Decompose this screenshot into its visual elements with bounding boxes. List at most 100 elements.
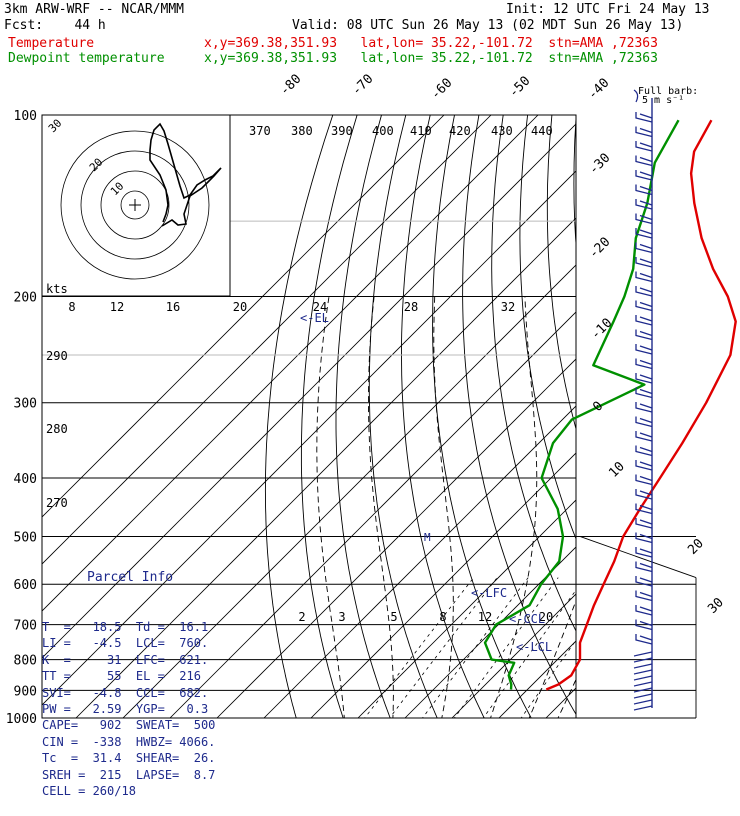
wind-barb: [639, 446, 653, 453]
wind-barb: [635, 344, 653, 355]
wind-barb: [635, 445, 653, 457]
wind-barb: [635, 199, 653, 210]
wind-barb: [639, 417, 653, 424]
dry-adiabat-line: [722, 115, 740, 731]
wind-barb: [635, 576, 653, 587]
wind-barb: [635, 518, 653, 529]
isotherm-extension: [579, 536, 697, 579]
wind-barb: [635, 228, 653, 239]
dewpoint-location-info: x,y=369.38,351.93 lat,lon= 35.22,-101.72…: [204, 51, 658, 66]
hodograph-ring: [60, 130, 210, 280]
dry-adiabat-line: [573, 115, 576, 250]
parcel-info-row: K = 31 LFC= 621.: [42, 652, 209, 667]
theta-label: 370: [249, 124, 271, 138]
temperature-axis-label: 10: [606, 459, 628, 481]
temperature-legend-label: Temperature: [8, 36, 95, 51]
isotherm-line: [42, 115, 445, 518]
wind-barb: [639, 504, 653, 511]
lcl-marker: <-LCL: [516, 640, 552, 654]
mixing-ratio-label: 3: [338, 610, 345, 624]
wind-legend-line2: 5 m s⁻¹: [642, 95, 684, 106]
wind-barb: [635, 184, 653, 196]
pressure-label: 300: [14, 397, 37, 412]
theta-label: 380: [291, 124, 313, 138]
dry-adiabat-line: [625, 115, 740, 731]
isotherm-line: [42, 115, 539, 612]
isotherm-line: [627, 102, 740, 731]
theta-label: 280: [46, 422, 68, 436]
temperature-axis-label: -70: [349, 72, 376, 99]
isotherm-line: [498, 640, 576, 718]
wind-barb: [635, 373, 653, 384]
isotherm-line: [42, 170, 576, 706]
wind-barb: [639, 374, 653, 380]
lfc-marker: <-LFC: [471, 586, 507, 600]
wind-legend-line1: Full barb:: [638, 86, 698, 97]
wind-barb: [635, 431, 653, 442]
wind-barb: [633, 687, 653, 693]
forecast-hour: Fcst: 44 h: [4, 18, 106, 33]
theta-label: 290: [46, 349, 68, 363]
hodograph-axis-tick: 28: [404, 300, 418, 314]
wind-barb: [635, 619, 653, 631]
isotherm-line: [216, 358, 576, 718]
wind-barb: [639, 127, 653, 134]
wind-barb: [639, 562, 653, 569]
dry-adiabat-line: [600, 115, 740, 731]
temperature-axis-label: -30: [586, 151, 613, 178]
wind-barb: [635, 286, 653, 297]
mixing-ratio-line: [482, 589, 576, 718]
wind-barb: [639, 475, 653, 482]
wind-barb: [635, 257, 653, 268]
wind-barb: [635, 503, 653, 515]
pressure-label: 1000: [6, 712, 37, 727]
wind-barb: [639, 258, 653, 264]
wind-barb: [639, 113, 653, 119]
mixing-ratio-label: 5: [390, 610, 397, 624]
dry-adiabat-line: [462, 115, 576, 716]
wind-barb: [639, 272, 653, 279]
wind-barb: [639, 591, 653, 598]
mixing-ratio-line: [364, 577, 475, 718]
parcel-info-row: T = 18.5 Td = 16.1: [42, 620, 209, 635]
wind-barb: [639, 330, 653, 337]
moist-adiabat-line: [316, 296, 345, 718]
isotherm-line: [263, 405, 576, 718]
hodograph-axis-tick: 16: [166, 300, 180, 314]
hodograph-ring: [80, 150, 190, 260]
dry-adiabat-line: [519, 115, 576, 541]
wind-barb: [639, 243, 653, 250]
dry-adiabat-line: [674, 115, 740, 731]
moist-adiabat-line: [490, 296, 538, 718]
pressure-label: 900: [14, 684, 37, 699]
wind-barb: [639, 548, 653, 554]
wind-barb: [633, 681, 653, 687]
hodograph-units-label: kts: [46, 282, 68, 296]
wind-barb: [639, 301, 653, 308]
dry-adiabat-line: [300, 115, 358, 718]
dry-adiabat-line: [401, 115, 485, 718]
dry-adiabat-line: [264, 115, 334, 718]
theta-label: 400: [372, 124, 394, 138]
hodograph-ring: [100, 170, 170, 240]
hodograph-ring: [120, 190, 150, 220]
wind-barb: [639, 185, 653, 192]
wind-barb: [633, 669, 653, 675]
wind-barb: [635, 561, 653, 573]
wind-legend-barb: [633, 89, 639, 103]
isotherm-line: [451, 593, 576, 718]
chart-grid: [42, 102, 740, 731]
mixing-ratio-label: 2: [298, 610, 305, 624]
mixing-ratio-line: [520, 639, 576, 718]
moist-adiabat-line: [368, 296, 394, 718]
init-time: Init: 12 UTC Fri 24 May 13: [506, 2, 710, 17]
parcel-info-row: CIN = -338 HWBZ= 4066.: [42, 734, 216, 749]
parcel-info-row: SVI= -4.8 CCL= 682.: [42, 685, 209, 700]
wind-barb: [639, 461, 653, 467]
wind-barb: [639, 200, 653, 206]
wind-barb: [635, 590, 653, 602]
wind-barb: [639, 606, 653, 612]
dry-adiabat-line: [432, 115, 532, 718]
isotherm-line: [357, 499, 576, 718]
